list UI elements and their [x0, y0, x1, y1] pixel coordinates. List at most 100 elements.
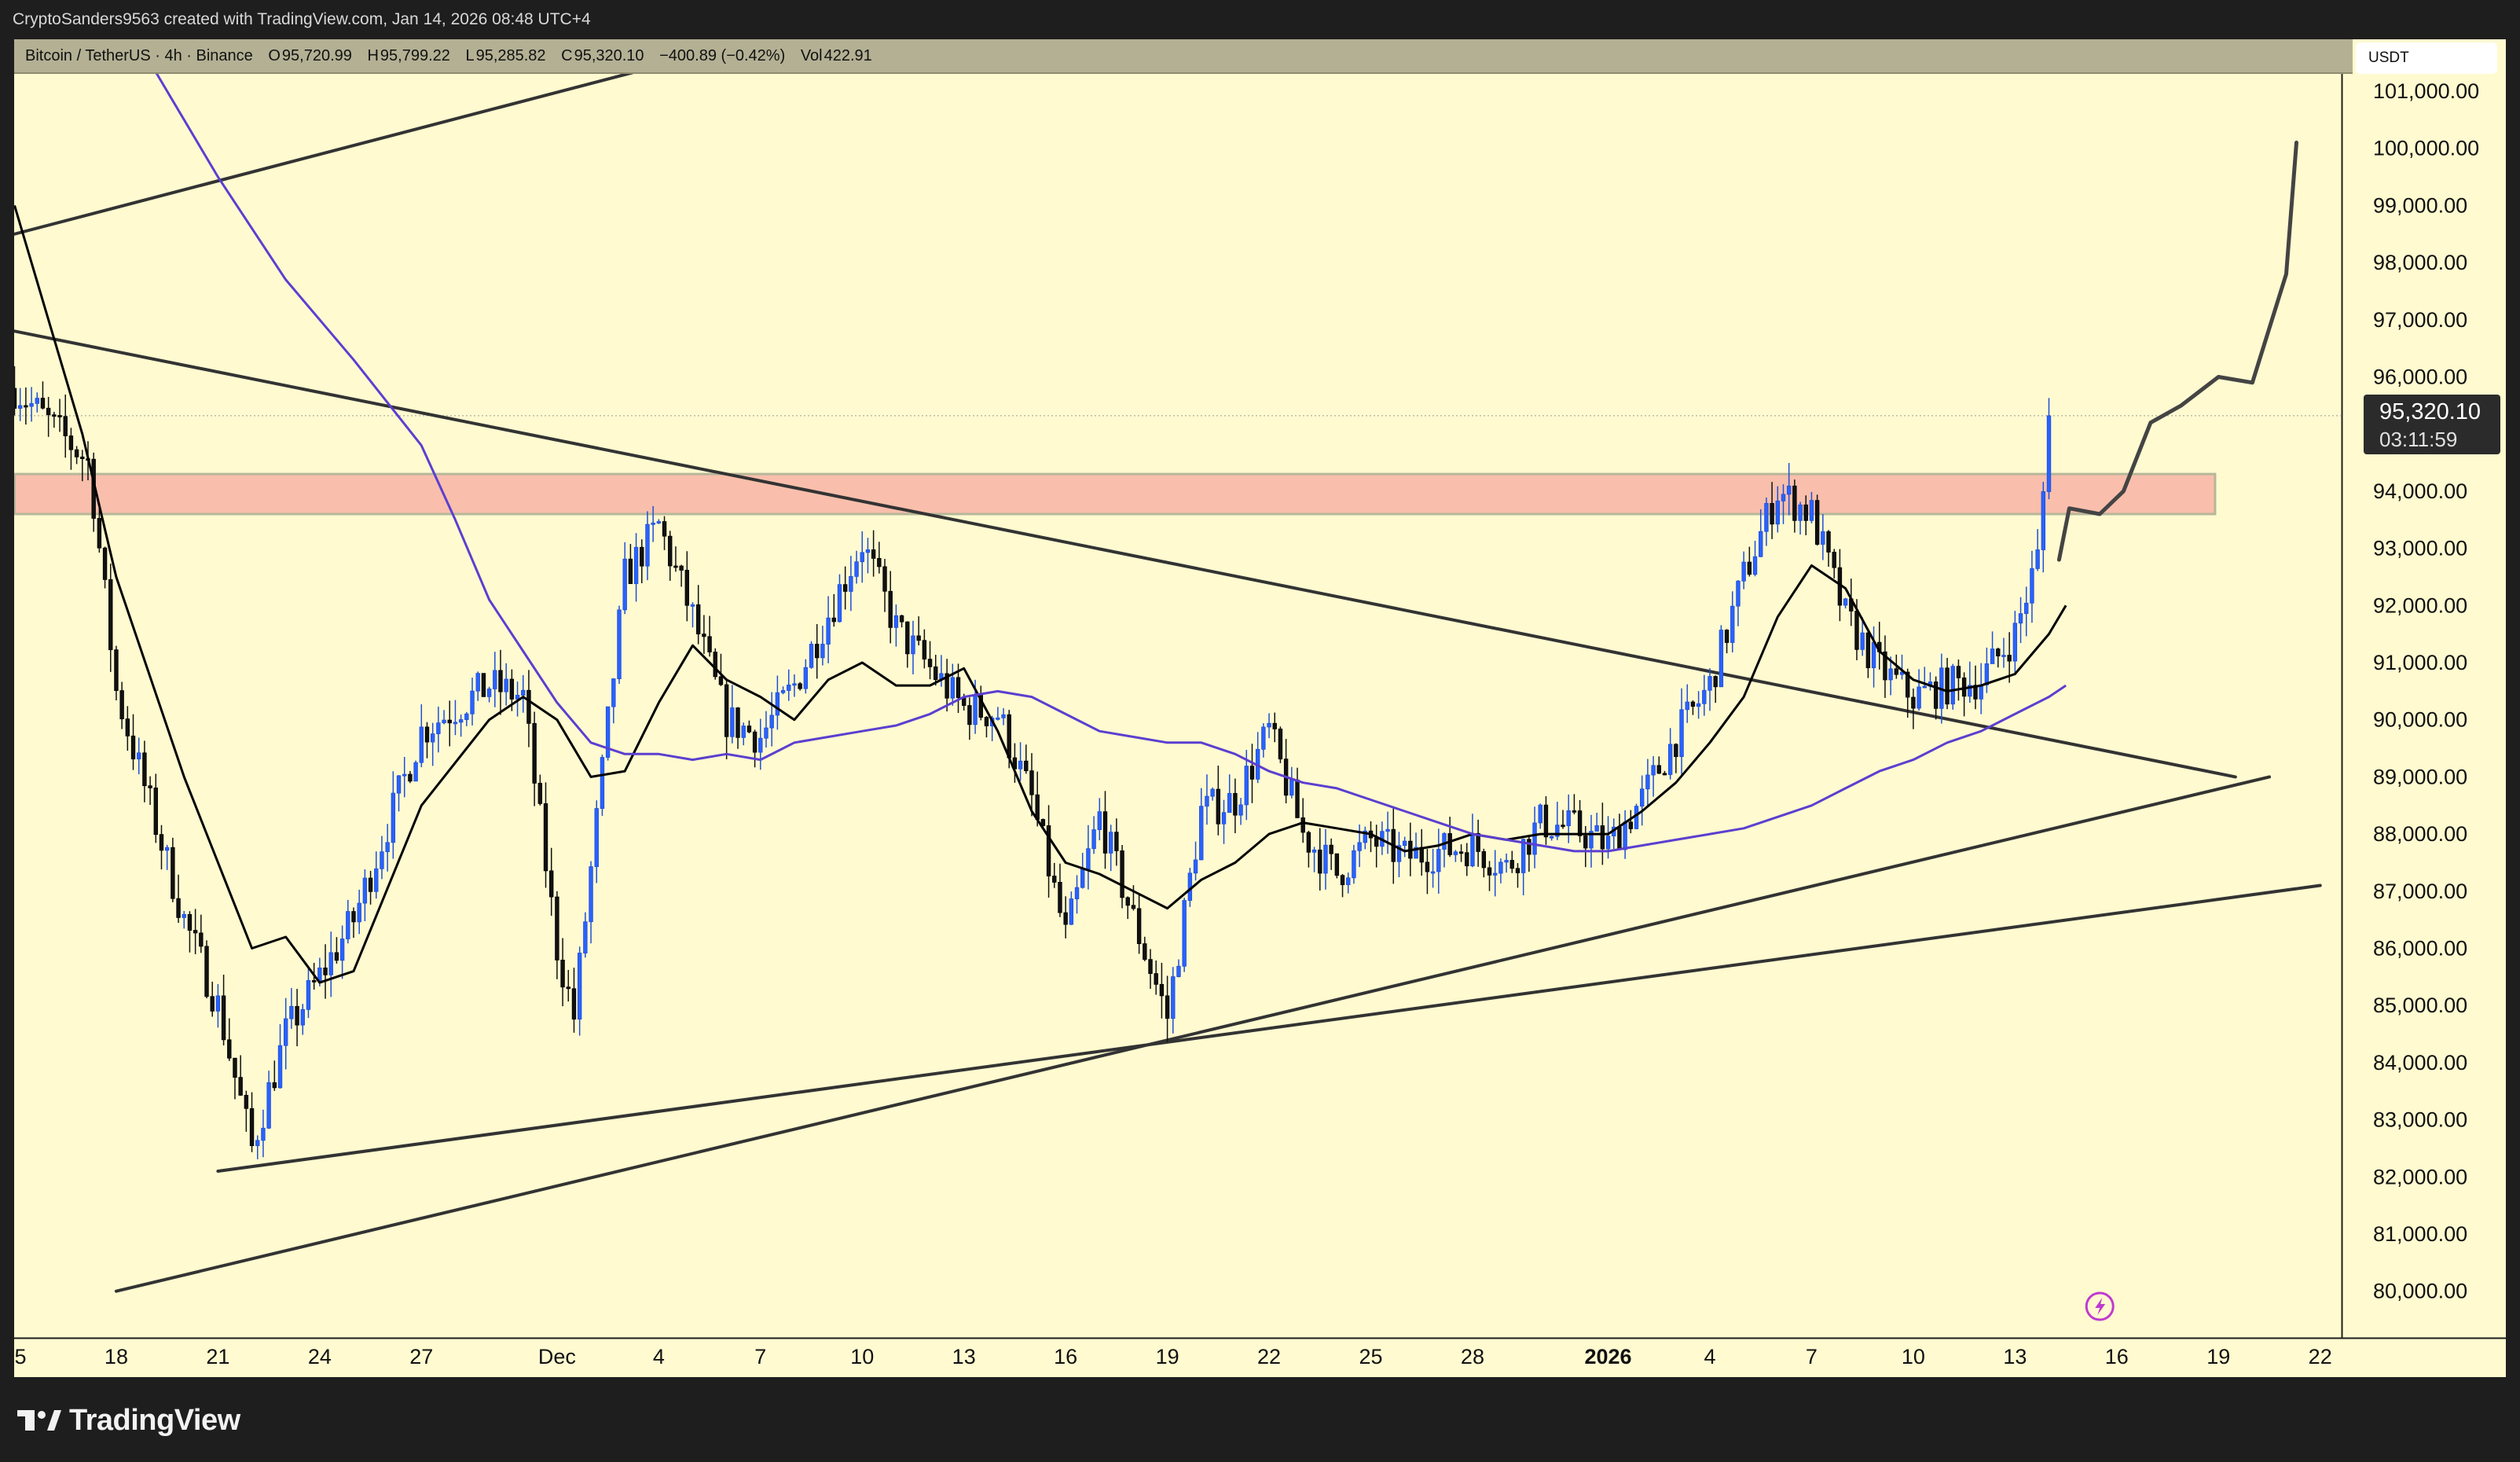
candle-body[interactable] — [1040, 819, 1046, 826]
candle-body[interactable] — [950, 677, 956, 699]
candle-body[interactable] — [1702, 689, 1707, 704]
trendline-1[interactable] — [14, 55, 695, 236]
candle-body[interactable] — [1272, 722, 1277, 729]
candle-body[interactable] — [549, 870, 554, 898]
candle-body[interactable] — [877, 558, 882, 568]
candle-body[interactable] — [1696, 703, 1701, 707]
candle-body[interactable] — [486, 689, 492, 697]
candle-body[interactable] — [780, 690, 786, 693]
candle-body[interactable] — [199, 932, 204, 947]
candle-body[interactable] — [1752, 556, 1758, 575]
candle-body[interactable] — [1775, 500, 1781, 525]
candle-body[interactable] — [1216, 788, 1221, 825]
candle-body[interactable] — [1888, 668, 1893, 681]
candle-body[interactable] — [617, 609, 622, 679]
candle-body[interactable] — [2041, 491, 2046, 550]
candle-body[interactable] — [1639, 788, 1645, 807]
candle-body[interactable] — [1515, 868, 1520, 873]
candle-body[interactable] — [130, 735, 136, 760]
candle-body[interactable] — [29, 402, 34, 407]
candle-body[interactable] — [622, 558, 627, 611]
candle-body[interactable] — [831, 617, 836, 623]
candle-body[interactable] — [1498, 861, 1503, 874]
resistance-zone[interactable] — [14, 472, 2217, 516]
candle-body[interactable] — [1617, 826, 1622, 850]
candle-body[interactable] — [1205, 795, 1209, 807]
candle-body[interactable] — [2030, 568, 2034, 604]
candle-body[interactable] — [1549, 836, 1554, 839]
candle-body[interactable] — [826, 617, 831, 645]
candle-body[interactable] — [1029, 770, 1034, 795]
candle-body[interactable] — [1447, 833, 1452, 855]
candle-body[interactable] — [2035, 549, 2040, 569]
candle-body[interactable] — [328, 952, 333, 975]
candle-body[interactable] — [1493, 872, 1498, 876]
candle-body[interactable] — [1131, 905, 1136, 909]
candle-body[interactable] — [24, 405, 28, 408]
candle-body[interactable] — [1906, 671, 1910, 698]
candle-body[interactable] — [1792, 485, 1797, 521]
candle-body[interactable] — [1996, 648, 2001, 657]
candle-body[interactable] — [605, 706, 611, 758]
candle-body[interactable] — [1159, 983, 1165, 997]
candle-body[interactable] — [798, 683, 802, 689]
tradingview-logo[interactable]: TradingView — [17, 1401, 240, 1437]
candle-body[interactable] — [391, 792, 396, 843]
candle-body[interactable] — [35, 398, 39, 404]
candle-body[interactable] — [238, 1077, 243, 1096]
candle-body[interactable] — [1091, 829, 1096, 850]
candle-body[interactable] — [1436, 849, 1441, 872]
candle-body[interactable] — [1814, 500, 1820, 545]
candle-body[interactable] — [339, 939, 345, 961]
candle-body[interactable] — [368, 877, 373, 892]
candle-body[interactable] — [668, 535, 673, 567]
candle-body[interactable] — [1781, 494, 1786, 501]
candle-body[interactable] — [249, 1108, 255, 1147]
candle-body[interactable] — [882, 566, 887, 592]
candle-body[interactable] — [1667, 744, 1673, 775]
candle-body[interactable] — [57, 415, 62, 417]
candle-body[interactable] — [967, 705, 972, 725]
candle-body[interactable] — [1645, 774, 1650, 790]
symbol-title[interactable]: Bitcoin / TetherUS · 4h · Binance — [25, 47, 253, 64]
candle-body[interactable] — [357, 902, 361, 923]
candle-body[interactable] — [430, 733, 435, 743]
candle-body[interactable] — [17, 405, 23, 409]
candle-body[interactable] — [1007, 714, 1011, 759]
candle-body[interactable] — [1221, 812, 1227, 825]
candle-body[interactable] — [2018, 613, 2023, 624]
candle-body[interactable] — [973, 695, 978, 725]
candle-body[interactable] — [475, 673, 480, 692]
candle-body[interactable] — [537, 782, 543, 804]
candle-body[interactable] — [142, 752, 147, 787]
candle-body[interactable] — [1719, 630, 1724, 688]
candle-body[interactable] — [1543, 804, 1549, 838]
candle-body[interactable] — [171, 847, 175, 899]
candle-body[interactable] — [1594, 825, 1599, 832]
candle-body[interactable] — [1798, 504, 1803, 521]
candle-body[interactable] — [1300, 817, 1305, 833]
candle-body[interactable] — [1713, 676, 1718, 688]
candle-body[interactable] — [470, 690, 475, 714]
candle-body[interactable] — [182, 914, 186, 918]
symbol-legend[interactable]: Bitcoin / TetherUS · 4h · Binance O 95,72… — [14, 39, 2353, 74]
candle-body[interactable] — [600, 757, 605, 809]
candle-body[interactable] — [1538, 804, 1542, 824]
candle-body[interactable] — [346, 911, 350, 939]
candle-body[interactable] — [571, 988, 577, 1020]
candle-body[interactable] — [74, 449, 79, 457]
candle-body[interactable] — [493, 670, 497, 689]
candle-body[interactable] — [1476, 832, 1480, 852]
candle-body[interactable] — [176, 898, 181, 918]
candle-body[interactable] — [945, 673, 949, 699]
candle-body[interactable] — [1899, 671, 1905, 675]
candle-body[interactable] — [1340, 875, 1345, 886]
candle-body[interactable] — [1922, 685, 1927, 689]
candle-body[interactable] — [458, 719, 464, 723]
candle-body[interactable] — [1708, 676, 1712, 691]
candle-body[interactable] — [289, 1005, 294, 1019]
candle-body[interactable] — [1193, 859, 1198, 874]
candle-body[interactable] — [1651, 765, 1656, 776]
candle-body[interactable] — [2024, 602, 2029, 615]
candle-body[interactable] — [1210, 788, 1215, 797]
